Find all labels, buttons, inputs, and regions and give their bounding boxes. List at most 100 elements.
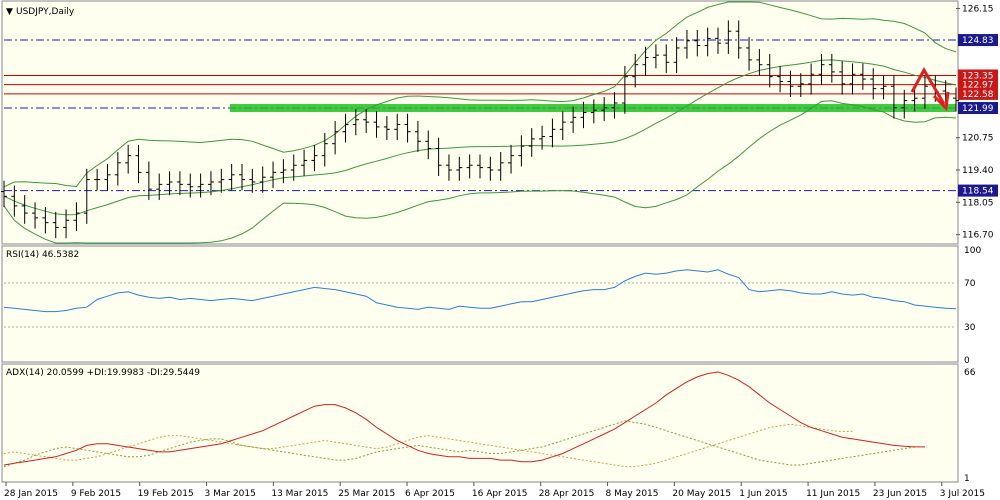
y-tick-label: 118.05 [962, 198, 994, 208]
y-tick-label: 126.15 [962, 4, 994, 14]
price-bar [125, 144, 132, 174]
price-bar [445, 154, 452, 181]
adx-header: ADX(14) 20.0599 +DI:19.9983 -DI:29.5449 [6, 368, 200, 378]
level-label-bg [958, 34, 998, 47]
price-bar [52, 211, 59, 239]
rsi-tick-label: 70 [964, 279, 976, 289]
price-bar [590, 99, 597, 124]
price-bar [828, 53, 835, 83]
price-bar [870, 68, 877, 100]
price-bar [953, 87, 959, 112]
adx-panel [1, 363, 959, 483]
price-bar [270, 161, 277, 188]
price-bar [611, 92, 618, 119]
adx-tick-label: 66 [964, 368, 976, 378]
price-bar [528, 128, 535, 157]
price-bar [166, 171, 173, 196]
price-bar [32, 202, 39, 229]
price-bar [73, 202, 80, 232]
price-panel [1, 0, 959, 245]
level-label: 122.97 [962, 81, 994, 91]
price-bar [11, 185, 18, 217]
x-tick-label: 1 Jun 2015 [739, 489, 787, 499]
rsi-tick-label: 0 [964, 356, 970, 366]
rsi-tick-label: 30 [964, 323, 976, 333]
x-tick-label: 6 Apr 2015 [405, 489, 455, 499]
price-bar [518, 135, 525, 167]
price-bar [601, 97, 608, 121]
price-bar [621, 65, 628, 114]
price-bar [477, 154, 483, 179]
price-bar [259, 166, 266, 193]
level-label-bg [958, 184, 998, 197]
price-bar [735, 20, 742, 59]
band-lower [3, 100, 957, 244]
price-bar [1, 180, 7, 208]
price-bar [104, 164, 111, 191]
price-bar [21, 195, 28, 224]
price-bar [539, 125, 546, 150]
price-bar [901, 89, 908, 119]
x-tick-label: 20 May 2015 [672, 489, 731, 499]
price-bar [497, 152, 504, 181]
price-bar [187, 173, 194, 198]
x-tick-label: 28 Jan 2015 [4, 489, 58, 499]
price-bar [249, 168, 256, 193]
price-bar [839, 61, 846, 95]
chart-title: USDJPY,Daily [16, 7, 75, 17]
price-bar [207, 171, 214, 196]
price-bar [859, 63, 866, 90]
price-bar [694, 30, 701, 57]
price-bar [549, 118, 556, 148]
price-bar [746, 37, 753, 71]
arrow-head-icon [932, 91, 950, 112]
price-bar [797, 73, 804, 98]
price-bar [63, 209, 70, 239]
price-bar [425, 130, 432, 160]
price-bar [725, 20, 732, 54]
price-bar [580, 101, 587, 129]
price-bar [849, 63, 856, 95]
price-bar [715, 27, 721, 54]
price-bar [673, 37, 680, 74]
price-bar [683, 30, 690, 59]
adx-layer: 66 1 [3, 368, 976, 484]
price-bar [704, 27, 711, 57]
price-bar [642, 46, 649, 76]
price-bar [559, 111, 566, 141]
adx-line [3, 371, 925, 466]
price-bar [218, 168, 225, 193]
price-bar [373, 111, 380, 138]
price-bar [42, 207, 49, 234]
x-tick-label: 23 Jun 2015 [873, 489, 927, 499]
y-tick-label: 120.75 [962, 134, 994, 144]
price-bar [756, 49, 763, 76]
price-bar [808, 63, 815, 95]
level-label: 124.83 [962, 36, 994, 46]
price-bar [911, 87, 918, 112]
price-bar [176, 171, 183, 196]
price-bar [404, 113, 411, 143]
level-label: 121.99 [962, 104, 994, 114]
price-bar [311, 144, 318, 172]
y-tick-label: 116.70 [962, 231, 994, 241]
x-tick-label: 3 Jul 2015 [940, 489, 985, 499]
level-label: 122.58 [962, 90, 994, 100]
x-tick-label: 16 Apr 2015 [472, 489, 528, 499]
price-bar [228, 164, 235, 191]
price-bar [818, 53, 825, 86]
x-tick-label: 9 Feb 2015 [71, 489, 121, 499]
price-bar [135, 144, 142, 184]
x-tick-label: 28 Apr 2015 [539, 489, 595, 499]
price-bar [280, 159, 287, 184]
price-bar [435, 137, 442, 176]
band-middle [3, 59, 957, 216]
price-bar [145, 161, 152, 200]
price-bar [487, 156, 494, 181]
price-bar [652, 44, 659, 69]
x-tick-label: 13 Mar 2015 [271, 489, 328, 499]
level-label-bg [958, 78, 998, 91]
level-label-bg [958, 87, 998, 100]
x-tick-label: 8 May 2015 [606, 489, 659, 499]
